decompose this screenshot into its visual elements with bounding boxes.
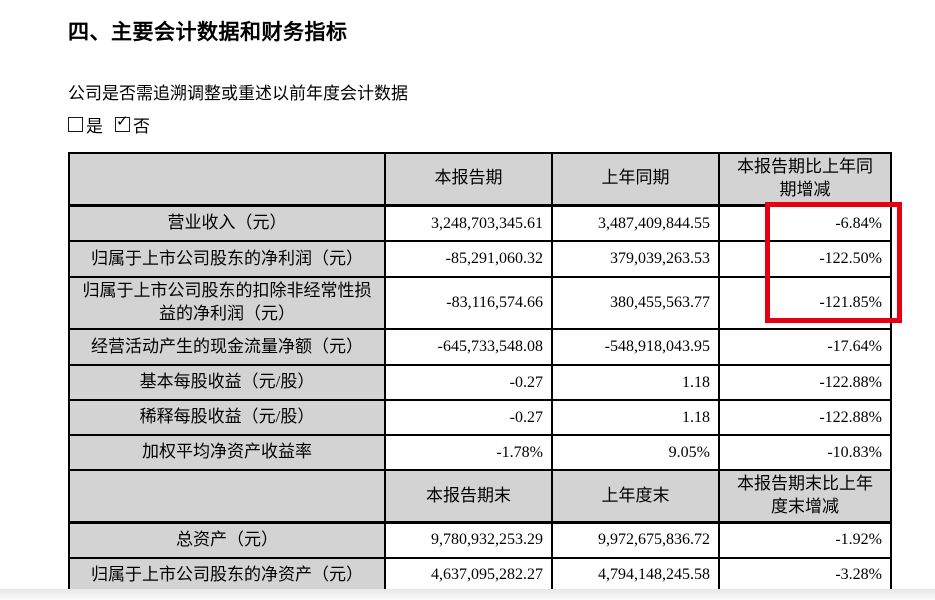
value-prior: 380,455,563.77 [551,276,720,331]
row-label: 稀释每股收益（元/股） [68,399,386,437]
table-row: 归属于上市公司股东的净资产（元） 4,637,095,282.27 4,794,… [68,556,892,594]
financial-table: 本报告期 上年同期 本报告期比上年同期增减 营业收入（元） 3,248,703,… [68,151,892,594]
header-corner [68,469,386,525]
row-label: 营业收入（元） [68,204,386,243]
header-change: 本报告期比上年同期增减 [718,151,892,207]
value-current: 4,637,095,282.27 [384,556,553,594]
row-label: 加权平均净资产收益率 [68,434,386,472]
table-row: 基本每股收益（元/股） -0.27 1.18 -122.88% [68,364,892,402]
value-change: -17.64% [718,328,892,367]
value-prior: 3,487,409,844.55 [551,204,720,243]
header-current-period: 本报告期 [384,151,553,207]
value-current: -0.27 [384,364,553,402]
row-label: 归属于上市公司股东的净资产（元） [68,556,386,594]
header-prior-yearend: 上年度末 [551,469,720,525]
row-label: 总资产（元） [68,521,386,559]
header-prior-period: 上年同期 [551,151,720,207]
row-label: 经营活动产生的现金流量净额（元） [68,328,386,367]
value-current: -1.78% [384,434,553,472]
value-change: -6.84% [718,204,892,243]
restate-choice: 是 ✓ 否 [68,112,162,137]
value-prior: 9.05% [551,434,720,472]
table-row: 经营活动产生的现金流量净额（元） -645,733,548.08 -548,91… [68,328,892,367]
table-header-yearend: 本报告期末 上年度末 本报告期末比上年度末增减 [68,469,892,525]
table-row: 加权平均净资产收益率 -1.78% 9.05% -10.83% [68,434,892,472]
table-row: 总资产（元） 9,780,932,253.29 9,972,675,836.72… [68,521,892,559]
question-text: 公司是否需追溯调整或重述以前年度会计数据 [68,84,408,103]
header-current-yearend: 本报告期末 [384,469,553,525]
value-current: -85,291,060.32 [384,240,553,279]
value-change: -3.28% [718,556,892,594]
checkbox-yes: 是 [68,112,103,137]
table-row: 营业收入（元） 3,248,703,345.61 3,487,409,844.5… [68,204,892,243]
value-change: -121.85% [718,276,892,331]
header-yearend-change: 本报告期末比上年度末增减 [718,469,892,525]
value-change: -122.88% [718,399,892,437]
value-prior: -548,918,043.95 [551,328,720,367]
table-row: 稀释每股收益（元/股） -0.27 1.18 -122.88% [68,399,892,437]
value-prior: 1.18 [551,364,720,402]
header-corner [68,151,386,207]
value-prior: 4,794,148,245.58 [551,556,720,594]
value-change: -122.50% [718,240,892,279]
table-header-period: 本报告期 上年同期 本报告期比上年同期增减 [68,151,892,207]
value-change: -122.88% [718,364,892,402]
row-label: 基本每股收益（元/股） [68,364,386,402]
row-label: 归属于上市公司股东的扣除非经常性损益的净利润（元） [68,276,386,331]
option-label-yes: 是 [86,117,103,136]
value-current: -83,116,574.66 [384,276,553,331]
value-change: -1.92% [718,521,892,559]
checkbox-no: ✓ 否 [115,112,150,137]
value-current: 3,248,703,345.61 [384,204,553,243]
value-current: 9,780,932,253.29 [384,521,553,559]
table-row: 归属于上市公司股东的净利润（元） -85,291,060.32 379,039,… [68,240,892,279]
checkbox-checked-icon: ✓ [115,112,130,132]
value-current: -0.27 [384,399,553,437]
row-label: 归属于上市公司股东的净利润（元） [68,240,386,279]
page-bottom-strip [0,589,935,600]
check-icon: ✓ [116,112,129,130]
value-current: -645,733,548.08 [384,328,553,367]
table-row: 归属于上市公司股东的扣除非经常性损益的净利润（元） -83,116,574.66… [68,276,892,331]
value-prior: 1.18 [551,399,720,437]
value-prior: 9,972,675,836.72 [551,521,720,559]
checkbox-unchecked-icon [68,117,83,132]
section-title: 四、主要会计数据和财务指标 [68,20,348,44]
value-prior: 379,039,263.53 [551,240,720,279]
option-label-no: 否 [133,117,150,136]
value-change: -10.83% [718,434,892,472]
